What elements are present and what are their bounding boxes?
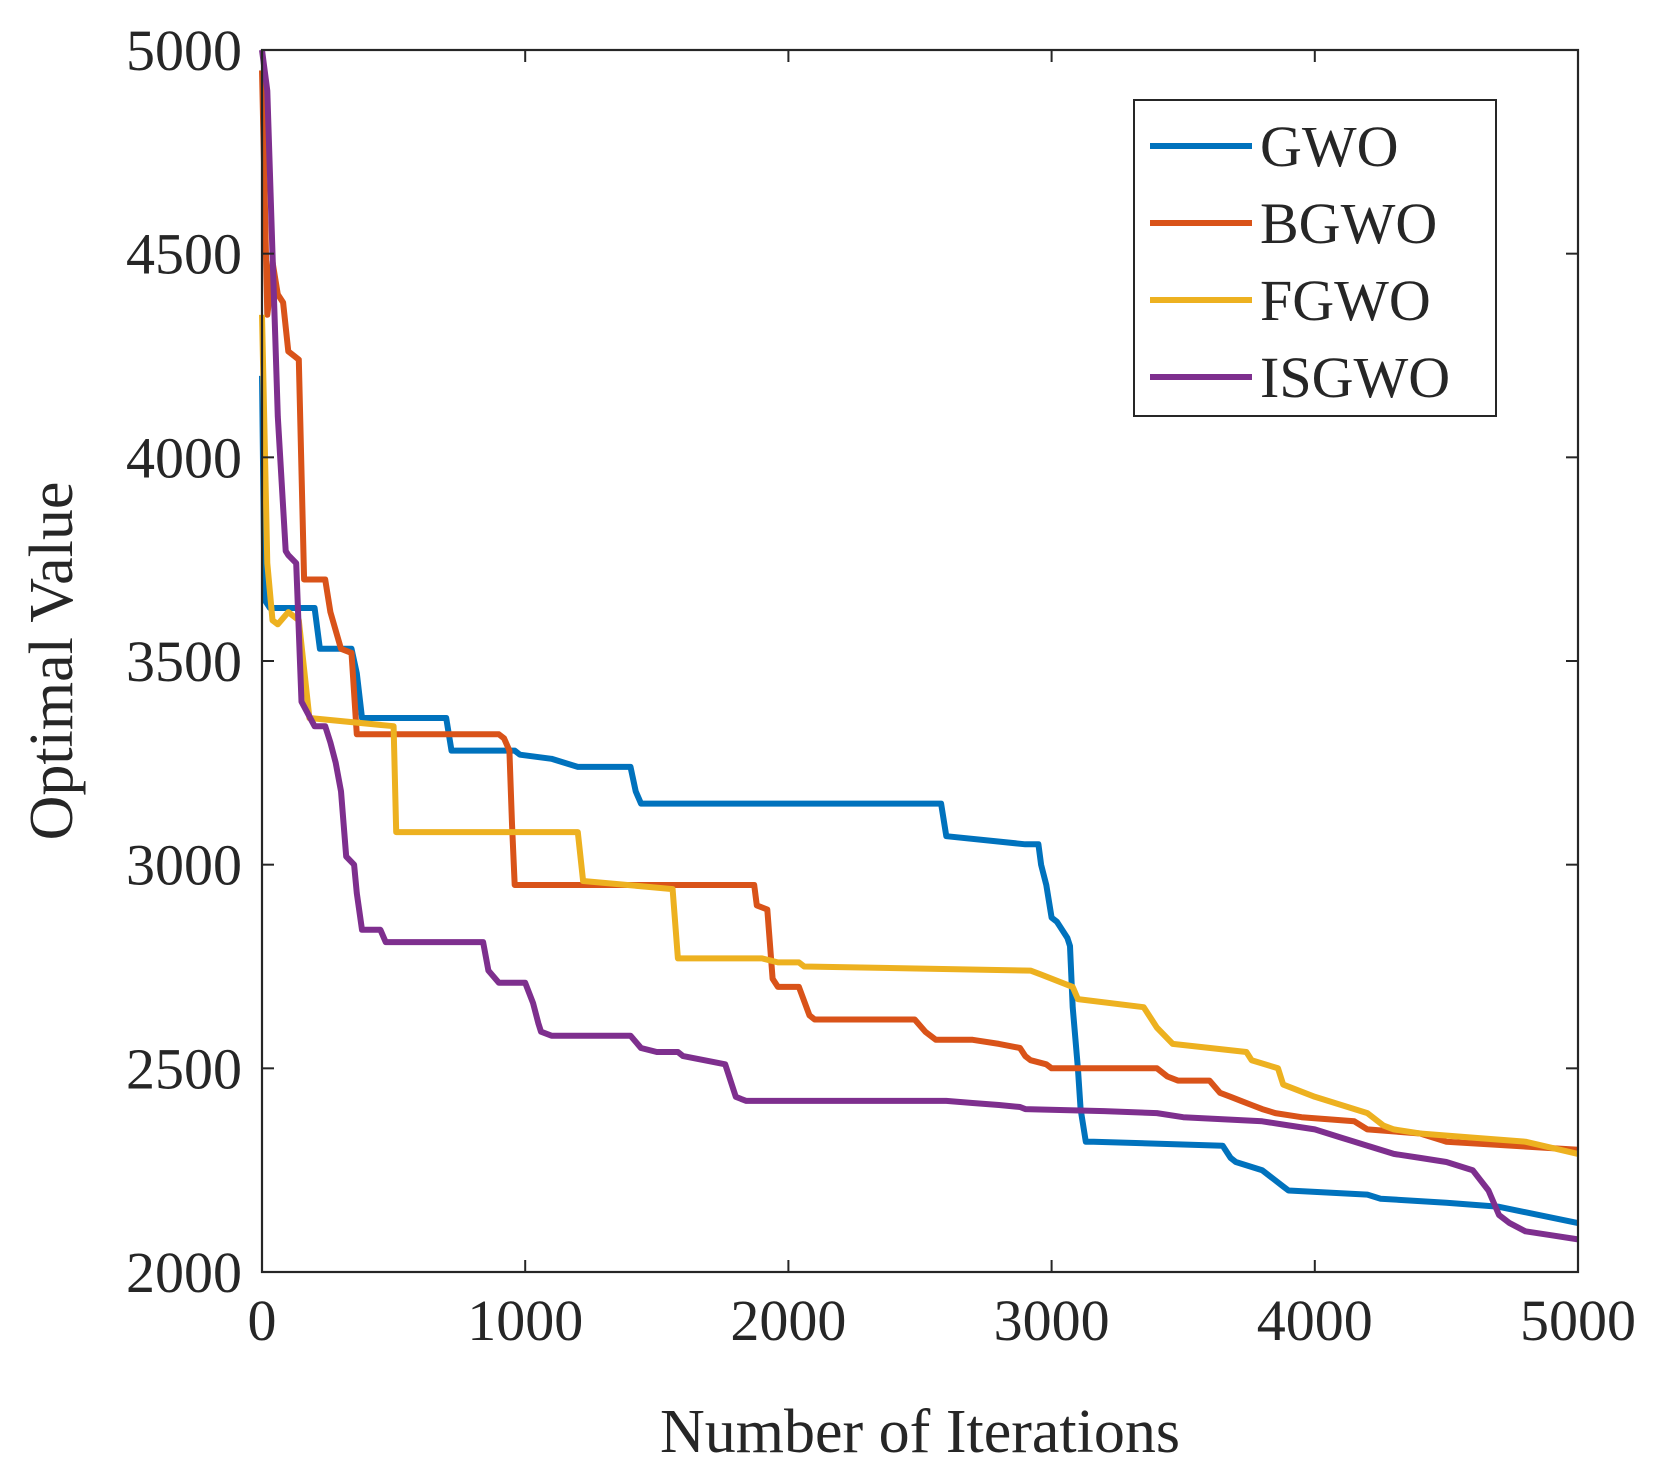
x-tick-label: 2000	[730, 1288, 846, 1353]
x-tick-label: 3000	[994, 1288, 1110, 1353]
series-line-isgwo	[259, 49, 1579, 1243]
series-layer	[259, 49, 1579, 1243]
y-tick-label: 3500	[126, 629, 242, 694]
y-tick-label: 4500	[126, 222, 242, 287]
y-tick-label: 3000	[126, 833, 242, 898]
ticks-layer	[261, 49, 1579, 1273]
legend: GWO BGWO FGWO ISGWO	[1133, 99, 1497, 417]
x-tick-label: 1000	[467, 1288, 583, 1353]
series-line-gwo	[259, 375, 1579, 1227]
legend-items: GWO BGWO FGWO ISGWO	[1150, 114, 1450, 410]
y-tick-label: 2500	[126, 1036, 242, 1101]
x-tick-label: 0	[248, 1288, 277, 1353]
series-line-fgwo	[259, 314, 1579, 1157]
x-tick-label: 4000	[1257, 1288, 1373, 1353]
series-line-bgwo	[259, 70, 1579, 1153]
y-tick-label: 5000	[126, 18, 242, 83]
legend-label-gwo: GWO	[1260, 114, 1399, 179]
y-axis-label: Optimal Value	[18, 482, 86, 841]
legend-label-fgwo: FGWO	[1260, 268, 1431, 333]
y-tick-label: 4000	[126, 425, 242, 490]
x-tick-label: 5000	[1520, 1288, 1636, 1353]
legend-label-isgwo: ISGWO	[1260, 345, 1450, 410]
tick-labels-layer: 0 1000 2000 3000 4000 5000 2000 2500 3000 3500 400…	[126, 18, 1636, 1353]
legend-label-bgwo: BGWO	[1260, 191, 1437, 256]
legend-box	[1133, 99, 1497, 417]
y-tick-label: 2000	[126, 1240, 242, 1305]
x-axis-label: Number of Iterations	[660, 1398, 1180, 1466]
